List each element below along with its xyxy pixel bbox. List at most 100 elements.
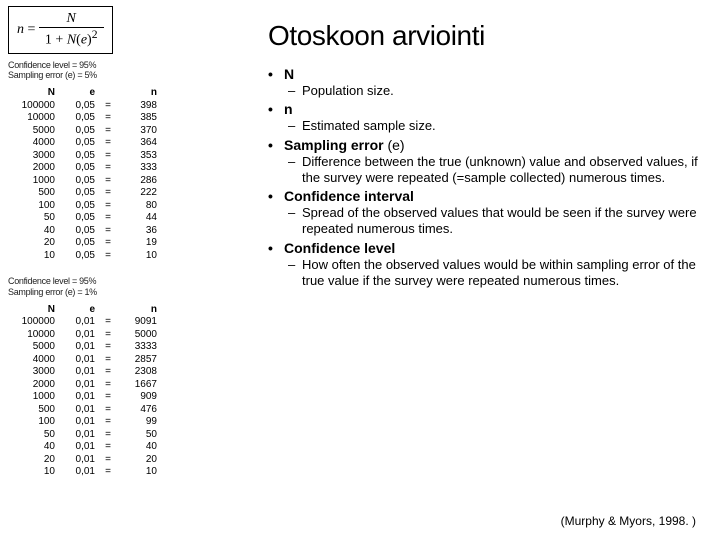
table-cell: 370	[118, 125, 160, 138]
table-cell: =	[98, 416, 118, 429]
bullet-term: Sampling error (e)Difference between the…	[284, 137, 708, 187]
table-cell: 4000	[8, 137, 58, 150]
table-row: 400,01=40	[8, 441, 160, 454]
table-row: 5000,05=222	[8, 187, 160, 200]
table-header	[98, 87, 118, 100]
table-cell: 0,05	[58, 150, 98, 163]
sample-size-formula: n = N1 + N(e)2	[8, 6, 113, 54]
table-cell: 10	[118, 466, 160, 479]
table-cell: 286	[118, 175, 160, 188]
table-cell: 20	[8, 454, 58, 467]
bullet-list: NPopulation size.nEstimated sample size.…	[268, 66, 708, 289]
table-cell: 9091	[118, 316, 160, 329]
table-cell: 44	[118, 212, 160, 225]
bullet-description: Population size.	[302, 83, 708, 99]
table-cell: 0,01	[58, 391, 98, 404]
table-cell: 2308	[118, 366, 160, 379]
table-cell: 0,05	[58, 212, 98, 225]
table-row: 20000,05=333	[8, 162, 160, 175]
table-header: N	[8, 304, 58, 317]
table-cell: 0,05	[58, 137, 98, 150]
table-cell: 0,05	[58, 162, 98, 175]
table-cell: 50	[118, 429, 160, 442]
table-cell: =	[98, 454, 118, 467]
bullet-term: Confidence intervalSpread of the observe…	[284, 188, 708, 238]
table-row: 500,01=50	[8, 429, 160, 442]
table-row: 5000,01=476	[8, 404, 160, 417]
table-cell: 20	[118, 454, 160, 467]
table-row: 200,05=19	[8, 237, 160, 250]
table-cell: 2000	[8, 162, 58, 175]
table-cell: 0,05	[58, 225, 98, 238]
table-row: 30000,05=353	[8, 150, 160, 163]
table-cell: 5000	[8, 341, 58, 354]
bullet-description: Difference between the true (unknown) va…	[302, 154, 708, 187]
table-cell: 50	[8, 429, 58, 442]
table-row: 40000,01=2857	[8, 354, 160, 367]
table-cell: =	[98, 404, 118, 417]
table-cell: 0,01	[58, 454, 98, 467]
table-cell: =	[98, 225, 118, 238]
table-cell: 0,05	[58, 200, 98, 213]
table-cell: =	[98, 212, 118, 225]
table-cell: 2857	[118, 354, 160, 367]
table-cell: 0,01	[58, 366, 98, 379]
table-cell: =	[98, 200, 118, 213]
table-cell: 909	[118, 391, 160, 404]
table-cell: 500	[8, 404, 58, 417]
table-row: 1000000,05=398	[8, 100, 160, 113]
table-row: 1000,05=80	[8, 200, 160, 213]
table-cell: 0,01	[58, 441, 98, 454]
table-cell: =	[98, 137, 118, 150]
table-row: 500,05=44	[8, 212, 160, 225]
table-cell: 0,01	[58, 341, 98, 354]
table-cell: =	[98, 466, 118, 479]
table-cell: 222	[118, 187, 160, 200]
table-cell: =	[98, 379, 118, 392]
formula-lhs: n	[17, 22, 24, 37]
table-cell: 40	[8, 441, 58, 454]
table-cell: 0,01	[58, 379, 98, 392]
table-cell: 100	[8, 200, 58, 213]
table-cell: =	[98, 150, 118, 163]
table-header: N	[8, 87, 58, 100]
table-cell: 100000	[8, 100, 58, 113]
table-cell: =	[98, 100, 118, 113]
table-cell: 19	[118, 237, 160, 250]
confidence-level-text: Confidence level = 95%	[8, 276, 248, 287]
bullet-description: How often the observed values would be w…	[302, 257, 708, 290]
sample-table-2: N e n 1000000,01=9091100000,01=500050000…	[8, 304, 160, 479]
confidence-block-2: Confidence level = 95% Sampling error (e…	[8, 276, 248, 479]
table-cell: =	[98, 187, 118, 200]
table-cell: 353	[118, 150, 160, 163]
table-header: e	[58, 304, 98, 317]
table-cell: 0,05	[58, 237, 98, 250]
table-row: 100,05=10	[8, 250, 160, 263]
table-cell: =	[98, 341, 118, 354]
table-cell: =	[98, 250, 118, 263]
table-header: n	[118, 304, 160, 317]
table-cell: 0,01	[58, 429, 98, 442]
table-cell: 0,01	[58, 416, 98, 429]
table-cell: 3000	[8, 150, 58, 163]
table-row: 50000,05=370	[8, 125, 160, 138]
bullet-term: Confidence levelHow often the observed v…	[284, 240, 708, 290]
table-cell: =	[98, 329, 118, 342]
table-row: 10000,01=909	[8, 391, 160, 404]
table-cell: 100000	[8, 316, 58, 329]
table-cell: 5000	[118, 329, 160, 342]
page-title: Otoskoon arviointi	[268, 20, 708, 52]
reference-citation: (Murphy & Myors, 1998. )	[561, 514, 696, 528]
table-cell: 3000	[8, 366, 58, 379]
table-cell: =	[98, 429, 118, 442]
bullet-description: Estimated sample size.	[302, 118, 708, 134]
table-cell: 50	[8, 212, 58, 225]
confidence-block-1: Confidence level = 95% Sampling error (e…	[8, 60, 248, 263]
table-row: 50000,01=3333	[8, 341, 160, 354]
table-cell: =	[98, 366, 118, 379]
table-cell: 80	[118, 200, 160, 213]
table-cell: 2000	[8, 379, 58, 392]
table-cell: 40	[8, 225, 58, 238]
table-cell: 1000	[8, 391, 58, 404]
table-cell: 0,01	[58, 354, 98, 367]
